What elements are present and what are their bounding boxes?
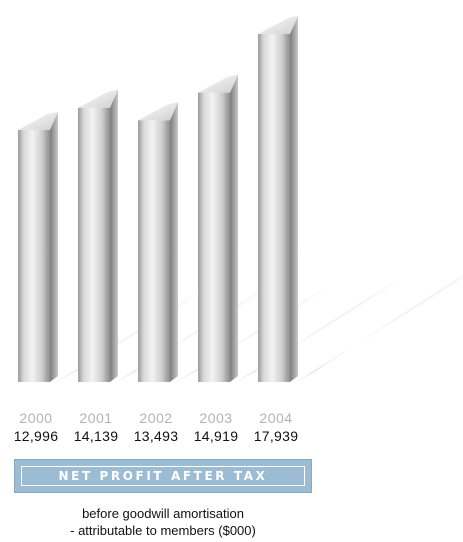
year-label: 2001 [79, 410, 113, 426]
bar-chart [18, 16, 463, 383]
year-label: 2000 [19, 410, 53, 426]
value-label: 17,939 [253, 428, 299, 444]
year-label: 2002 [139, 410, 173, 426]
bar-top-2002 [138, 102, 178, 121]
bars-group [18, 16, 298, 383]
value-label: 13,493 [133, 428, 179, 444]
bar-top-2003 [198, 74, 238, 93]
bar-top-2004 [258, 16, 298, 34]
bar-2001 [78, 107, 110, 382]
bar-side-2003 [229, 74, 238, 382]
bar-2002 [138, 120, 170, 382]
bar-side-2001 [109, 89, 118, 382]
bar-2004 [258, 34, 290, 382]
chart-subtitle: before goodwill amortisation - attributa… [0, 505, 326, 539]
year-label: 2004 [259, 410, 293, 426]
chart-title: NET PROFIT AFTER TAX [21, 466, 305, 486]
bar-side-2002 [169, 102, 178, 382]
value-label: 14,919 [193, 428, 239, 444]
year-label: 2003 [199, 410, 233, 426]
bar-2003 [198, 92, 230, 382]
bar-top-2000 [18, 111, 58, 130]
bar-side-2004 [289, 16, 298, 382]
bar-shadow-2004 [296, 274, 463, 382]
subtitle-line-1: before goodwill amortisation [82, 506, 244, 521]
title-banner: NET PROFIT AFTER TAX [14, 459, 312, 493]
bar-2000 [18, 129, 50, 382]
value-label: 14,139 [73, 428, 119, 444]
subtitle-line-2: - attributable to members ($000) [70, 523, 256, 538]
bar-side-2000 [49, 111, 58, 383]
bar-top-2001 [78, 89, 118, 108]
value-label: 12,996 [13, 428, 59, 444]
